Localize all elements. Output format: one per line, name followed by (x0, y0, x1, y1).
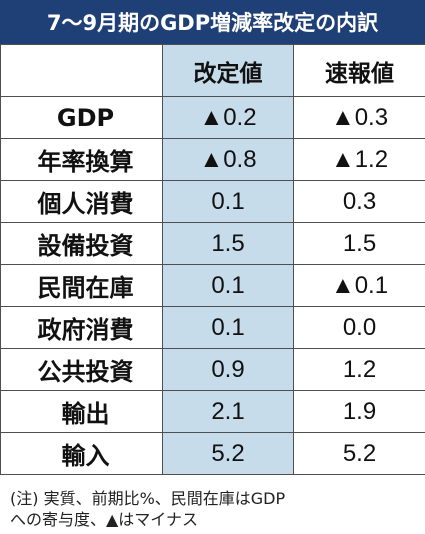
row-label-capital-investment: 設備投資 (0, 222, 163, 265)
cell-imports-preliminary: 5.2 (293, 432, 425, 475)
cell-government-consumption-preliminary: 0.0 (293, 306, 425, 349)
cell-annualized-revised: ▲0.8 (162, 138, 294, 181)
gdp-revision-table: 改定値 速報値 GDP ▲0.2 ▲0.3 年率換算 ▲0.8 ▲1.2 個人消… (0, 44, 425, 475)
cell-public-investment-preliminary: 1.2 (293, 348, 425, 391)
cell-private-inventory-revised: 0.1 (162, 264, 294, 307)
cell-exports-preliminary: 1.9 (293, 390, 425, 433)
header-row: 改定値 速報値 (0, 44, 425, 97)
corner-cell (0, 44, 163, 97)
column-header-preliminary: 速報値 (293, 44, 425, 97)
cell-gdp-preliminary: ▲0.3 (293, 96, 425, 139)
cell-private-consumption-revised: 0.1 (162, 180, 294, 223)
row-label-gdp: GDP (0, 96, 163, 139)
table-row-private-consumption: 個人消費 0.1 0.3 (0, 180, 425, 223)
table-row-capital-investment: 設備投資 1.5 1.5 (0, 222, 425, 265)
column-header-revised: 改定値 (162, 44, 294, 97)
table-row-public-investment: 公共投資 0.9 1.2 (0, 348, 425, 391)
row-label-government-consumption: 政府消費 (0, 306, 163, 349)
cell-imports-revised: 5.2 (162, 432, 294, 475)
cell-annualized-preliminary: ▲1.2 (293, 138, 425, 181)
table-row-private-inventory: 民間在庫 0.1 ▲0.1 (0, 264, 425, 307)
row-label-imports: 輸入 (0, 432, 163, 475)
cell-capital-investment-preliminary: 1.5 (293, 222, 425, 265)
cell-government-consumption-revised: 0.1 (162, 306, 294, 349)
table-title: 7～9月期のGDP増減率改定の内訳 (0, 0, 425, 44)
row-label-private-consumption: 個人消費 (0, 180, 163, 223)
cell-gdp-revised: ▲0.2 (162, 96, 294, 139)
cell-exports-revised: 2.1 (162, 390, 294, 433)
row-label-private-inventory: 民間在庫 (0, 264, 163, 307)
footnote: (注) 実質、前期比%、民間在庫はGDP への寄与度、▲はマイナス (10, 489, 286, 529)
cell-capital-investment-revised: 1.5 (162, 222, 294, 265)
row-label-annualized: 年率換算 (0, 138, 163, 181)
table-row-annualized: 年率換算 ▲0.8 ▲1.2 (0, 138, 425, 181)
row-label-public-investment: 公共投資 (0, 348, 163, 391)
cell-private-inventory-preliminary: ▲0.1 (293, 264, 425, 307)
table-row-gdp: GDP ▲0.2 ▲0.3 (0, 96, 425, 139)
cell-public-investment-revised: 0.9 (162, 348, 294, 391)
table-row-exports: 輸出 2.1 1.9 (0, 390, 425, 433)
row-label-exports: 輸出 (0, 390, 163, 433)
table-row-imports: 輸入 5.2 5.2 (0, 432, 425, 475)
cell-private-consumption-preliminary: 0.3 (293, 180, 425, 223)
table-row-government-consumption: 政府消費 0.1 0.0 (0, 306, 425, 349)
